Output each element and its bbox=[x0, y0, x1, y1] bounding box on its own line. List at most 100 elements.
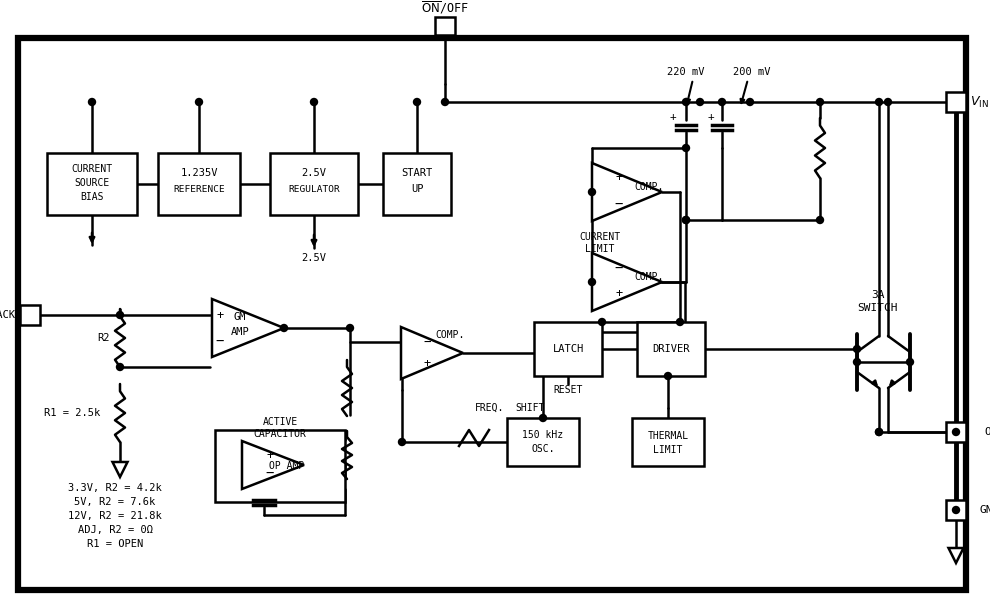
Text: CURRENT: CURRENT bbox=[71, 164, 113, 174]
Text: −: − bbox=[615, 197, 623, 211]
Text: 200 mV: 200 mV bbox=[734, 67, 771, 77]
Text: COMP.: COMP. bbox=[436, 330, 464, 340]
Text: −: − bbox=[424, 336, 431, 348]
Circle shape bbox=[280, 325, 287, 331]
Circle shape bbox=[195, 98, 203, 106]
Text: 2.5V: 2.5V bbox=[302, 253, 327, 263]
Text: RESET: RESET bbox=[553, 385, 583, 395]
Text: +: + bbox=[424, 356, 431, 370]
Text: SHIFT: SHIFT bbox=[516, 403, 544, 413]
Bar bbox=[215, 430, 345, 502]
Circle shape bbox=[875, 98, 882, 106]
Text: 5V, R2 = 7.6k: 5V, R2 = 7.6k bbox=[74, 497, 155, 507]
Polygon shape bbox=[242, 441, 304, 489]
Polygon shape bbox=[948, 548, 963, 563]
Bar bbox=[534, 322, 602, 376]
Bar bbox=[158, 153, 240, 215]
Circle shape bbox=[952, 506, 959, 514]
Circle shape bbox=[682, 217, 689, 223]
Bar bbox=[637, 322, 705, 376]
Text: −: − bbox=[216, 334, 224, 348]
Circle shape bbox=[719, 98, 726, 106]
Bar bbox=[47, 153, 137, 215]
Circle shape bbox=[88, 98, 95, 106]
Circle shape bbox=[117, 312, 124, 318]
Circle shape bbox=[875, 428, 882, 436]
Text: 3A: 3A bbox=[871, 290, 885, 300]
Text: +: + bbox=[217, 309, 224, 321]
Circle shape bbox=[540, 415, 546, 422]
Text: GND: GND bbox=[980, 505, 990, 515]
Text: THERMAL: THERMAL bbox=[647, 431, 689, 441]
Text: ACTIVE: ACTIVE bbox=[262, 417, 298, 427]
Text: LIMIT: LIMIT bbox=[585, 244, 615, 254]
Text: OUTPUT: OUTPUT bbox=[984, 427, 990, 437]
Circle shape bbox=[346, 325, 353, 331]
Text: REFERENCE: REFERENCE bbox=[173, 184, 225, 193]
Circle shape bbox=[682, 98, 689, 106]
Circle shape bbox=[117, 364, 124, 370]
Text: 12V, R2 = 21.8k: 12V, R2 = 21.8k bbox=[68, 511, 162, 521]
Circle shape bbox=[884, 98, 892, 106]
Circle shape bbox=[682, 145, 689, 151]
Polygon shape bbox=[592, 163, 662, 221]
Text: 2.5V: 2.5V bbox=[302, 168, 327, 178]
Text: AMP: AMP bbox=[231, 327, 249, 337]
Text: ADJ, R2 = 0Ω: ADJ, R2 = 0Ω bbox=[77, 525, 152, 535]
Circle shape bbox=[588, 188, 596, 195]
Circle shape bbox=[853, 359, 860, 365]
Bar bbox=[507, 418, 579, 466]
Text: 150 kHz: 150 kHz bbox=[523, 430, 563, 440]
Text: UP: UP bbox=[411, 184, 424, 194]
Bar bbox=[435, 17, 455, 35]
Text: START: START bbox=[401, 168, 433, 178]
Text: 220 mV: 220 mV bbox=[667, 67, 705, 77]
Text: $\overline{\mathsf{ON}}$/OFF: $\overline{\mathsf{ON}}$/OFF bbox=[421, 0, 469, 16]
Text: R2: R2 bbox=[97, 333, 109, 343]
Circle shape bbox=[907, 359, 914, 365]
Circle shape bbox=[599, 318, 606, 326]
Circle shape bbox=[588, 279, 596, 285]
Text: LIMIT: LIMIT bbox=[653, 445, 683, 455]
Text: 3.3V, R2 = 4.2k: 3.3V, R2 = 4.2k bbox=[68, 483, 162, 493]
Text: +: + bbox=[708, 112, 715, 122]
Text: BIAS: BIAS bbox=[80, 192, 104, 202]
Text: CAPACITOR: CAPACITOR bbox=[253, 429, 307, 439]
Circle shape bbox=[399, 439, 406, 445]
Text: LATCH: LATCH bbox=[552, 344, 584, 354]
Text: R1 = OPEN: R1 = OPEN bbox=[87, 539, 144, 549]
Text: +: + bbox=[266, 448, 273, 462]
Text: COMP.: COMP. bbox=[635, 272, 663, 282]
Circle shape bbox=[682, 217, 689, 223]
Circle shape bbox=[442, 98, 448, 106]
Circle shape bbox=[853, 345, 860, 353]
Polygon shape bbox=[592, 253, 662, 311]
Text: CURRENT: CURRENT bbox=[579, 232, 621, 242]
Circle shape bbox=[664, 373, 671, 379]
Text: +: + bbox=[616, 171, 623, 184]
Bar bbox=[946, 500, 966, 520]
Text: +: + bbox=[669, 112, 676, 122]
Bar bbox=[20, 305, 40, 325]
Polygon shape bbox=[113, 462, 128, 477]
Bar bbox=[383, 153, 451, 215]
Text: −: − bbox=[265, 466, 274, 480]
Text: OP AMP: OP AMP bbox=[269, 461, 305, 471]
Bar bbox=[632, 418, 704, 466]
Polygon shape bbox=[401, 327, 463, 379]
Text: 1.235V: 1.235V bbox=[180, 168, 218, 178]
Text: OSC.: OSC. bbox=[532, 444, 554, 454]
Circle shape bbox=[875, 428, 882, 436]
Polygon shape bbox=[212, 299, 284, 357]
Circle shape bbox=[311, 98, 318, 106]
Circle shape bbox=[817, 217, 824, 223]
Text: REGULATOR: REGULATOR bbox=[288, 184, 340, 193]
Circle shape bbox=[697, 98, 704, 106]
Text: R1 = 2.5k: R1 = 2.5k bbox=[44, 408, 100, 418]
Text: −: − bbox=[615, 261, 623, 275]
Text: FREQ.: FREQ. bbox=[475, 403, 505, 413]
Text: FEEDBACK: FEEDBACK bbox=[0, 310, 16, 320]
Circle shape bbox=[676, 318, 683, 326]
Bar bbox=[946, 92, 966, 112]
Circle shape bbox=[952, 428, 959, 436]
